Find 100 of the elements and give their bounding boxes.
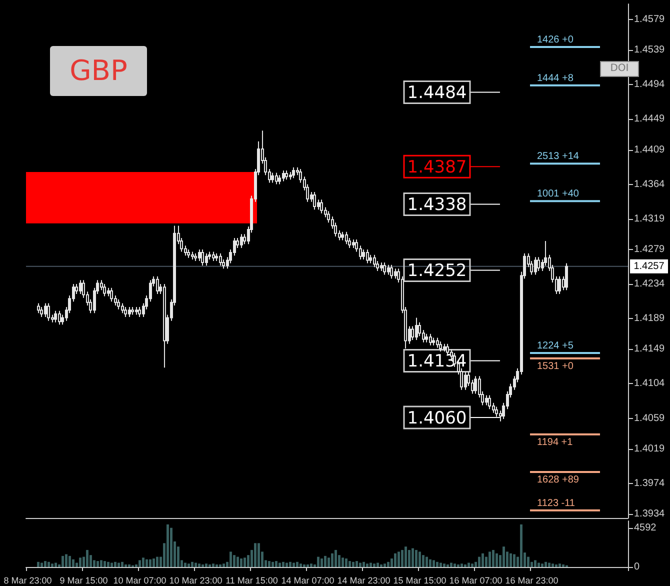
bar xyxy=(286,562,288,567)
bar xyxy=(128,564,130,567)
bar xyxy=(240,558,242,567)
y-tick-label: 1.4409 xyxy=(634,144,666,156)
bar xyxy=(296,562,298,567)
x-tick-label: 15 Mar 15:00 xyxy=(393,576,446,586)
candlestick xyxy=(565,262,568,291)
y-tick-label: 1.4149 xyxy=(634,344,666,355)
candlestick xyxy=(436,337,439,348)
bar xyxy=(510,553,512,567)
bar xyxy=(527,556,530,567)
bar xyxy=(292,562,295,567)
bar xyxy=(418,552,421,567)
bar xyxy=(492,550,494,567)
candlestick xyxy=(131,306,134,316)
bar xyxy=(44,561,46,567)
bar xyxy=(502,546,505,567)
y-tick-label: 1.4189 xyxy=(634,313,666,324)
y-tick-label: 1.4494 xyxy=(634,79,666,90)
candlestick xyxy=(117,298,120,310)
candlestick xyxy=(201,248,204,266)
bar xyxy=(415,550,418,567)
bar xyxy=(135,564,138,567)
bar xyxy=(331,553,334,567)
annotation: 1194 +1 xyxy=(537,436,574,448)
candlestick xyxy=(495,406,498,418)
candlestick xyxy=(271,172,274,184)
candlestick xyxy=(285,170,288,180)
x-tick-label: 16 Mar 23:00 xyxy=(505,576,558,586)
bar xyxy=(342,558,344,567)
bar xyxy=(380,564,382,567)
bar xyxy=(208,564,211,567)
bar xyxy=(429,559,432,567)
bar xyxy=(198,564,200,567)
bar xyxy=(544,562,547,567)
candlestick xyxy=(439,341,442,352)
y-tick-label: 1.4319 xyxy=(634,213,666,224)
ref-line-label: 1.4387 xyxy=(407,158,467,178)
bar xyxy=(471,564,474,567)
y-tick-label: 1.4449 xyxy=(634,114,666,125)
bar xyxy=(450,562,452,567)
bar xyxy=(124,564,127,567)
candlestick xyxy=(103,284,106,297)
candlestick xyxy=(345,231,348,245)
annotation: 1628 +89 xyxy=(537,474,580,486)
annotation: 2513 +14 xyxy=(537,151,580,162)
x-tick-label: 10 Mar 23:00 xyxy=(169,576,222,586)
bar xyxy=(121,562,124,567)
candlestick xyxy=(558,276,561,294)
bar xyxy=(457,564,460,567)
bar xyxy=(436,562,438,567)
candlestick xyxy=(425,333,428,343)
bar xyxy=(184,562,186,567)
candlestick xyxy=(79,280,82,294)
bar xyxy=(422,555,424,567)
bar xyxy=(394,553,396,567)
bar xyxy=(401,550,404,567)
candlestick xyxy=(163,284,166,368)
bar xyxy=(468,562,470,567)
bar xyxy=(548,562,550,567)
candlestick xyxy=(194,252,197,262)
bar xyxy=(107,562,110,567)
bar xyxy=(482,553,484,567)
bar xyxy=(62,556,64,567)
bar xyxy=(541,564,544,567)
bar xyxy=(443,564,446,567)
bar xyxy=(146,559,148,567)
candlestick xyxy=(464,372,467,390)
y-tick-label: 0 xyxy=(634,562,640,572)
y-tick-label: 1.4019 xyxy=(634,443,666,454)
bar xyxy=(348,561,351,567)
annotation: 1123 -11 xyxy=(537,498,576,509)
candlestick xyxy=(394,268,397,280)
candlestick xyxy=(278,174,281,185)
candlestick xyxy=(275,172,278,185)
candlestick xyxy=(205,252,208,266)
bar xyxy=(306,564,309,567)
bar xyxy=(72,559,74,567)
bar xyxy=(362,562,365,567)
bar xyxy=(376,562,379,567)
candlestick xyxy=(219,252,222,266)
y-tick-label: 1.4234 xyxy=(634,278,666,290)
bar xyxy=(236,556,239,567)
bar xyxy=(258,543,260,567)
bar xyxy=(488,552,491,567)
bar xyxy=(96,561,99,567)
bar xyxy=(104,561,106,567)
bar xyxy=(555,564,558,567)
bar xyxy=(114,562,116,567)
bar xyxy=(398,552,400,567)
bar xyxy=(110,562,113,567)
ref-line-label: 1.4257 xyxy=(634,260,665,272)
candlestick xyxy=(40,306,43,318)
bar xyxy=(219,564,222,567)
candlestick xyxy=(390,264,393,280)
bar xyxy=(282,562,284,567)
bar xyxy=(138,560,141,567)
bar xyxy=(464,564,466,567)
bar xyxy=(222,564,225,567)
annotation: 1426 +0 xyxy=(537,34,574,46)
